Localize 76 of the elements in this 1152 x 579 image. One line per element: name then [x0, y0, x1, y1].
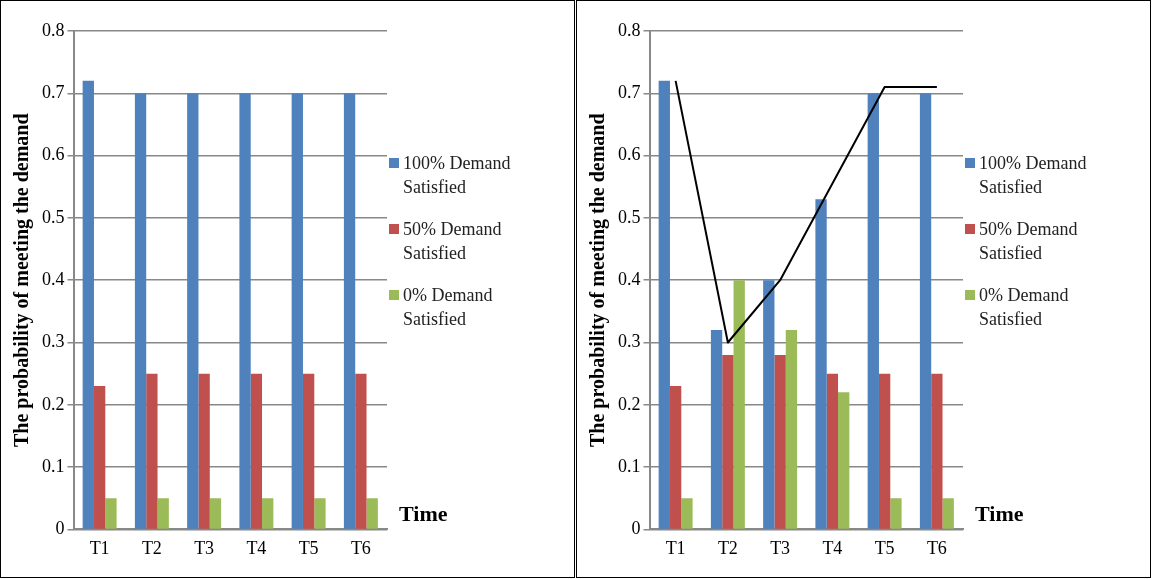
x-tick-label: T2 [141, 537, 162, 558]
x-tick-label: T5 [298, 537, 319, 558]
x-tick-label: T2 [717, 537, 738, 558]
y-tick-label: 0.1 [618, 455, 641, 476]
bar [942, 498, 954, 529]
x-tick-label: T3 [770, 537, 791, 558]
bar [722, 354, 734, 529]
bar [838, 392, 850, 529]
x-tick-label: T3 [194, 537, 215, 558]
legend-label: 100% Demand Satisfied [979, 152, 1088, 199]
bar [826, 373, 839, 529]
bar [355, 373, 367, 529]
y-tick-label: 0.6 [618, 144, 641, 165]
x-tick-label: T6 [350, 537, 371, 558]
bar [785, 330, 798, 529]
bar [93, 386, 106, 529]
bar [343, 93, 356, 529]
bar [134, 93, 147, 529]
bar [890, 498, 902, 529]
bar [366, 498, 378, 529]
y-tick-label: 0.3 [618, 331, 641, 352]
x-tick-label: T5 [874, 537, 895, 558]
bar [919, 93, 932, 529]
y-tick-label: 0.2 [618, 393, 641, 414]
x-tick-label: T1 [89, 537, 110, 558]
y-tick-label: 0.3 [42, 331, 65, 352]
x-tick-label: T4 [246, 537, 267, 558]
bar [82, 80, 94, 529]
bar [187, 93, 199, 529]
x-axis-title: Time [975, 501, 1024, 527]
y-tick-label: 0.7 [618, 82, 641, 103]
bar [774, 354, 786, 529]
y-tick-label: 0.6 [42, 144, 65, 165]
y-tick-label: 0.4 [618, 268, 641, 289]
bar [878, 373, 891, 529]
y-tick-label: 0.7 [42, 82, 65, 103]
bar [209, 498, 222, 529]
y-axis-title: The probability of meeting the demand [10, 113, 34, 447]
y-tick-label: 0.4 [42, 268, 65, 289]
y-axis-title: The probability of meeting the demand [586, 113, 610, 447]
bar [146, 373, 158, 529]
bar [669, 386, 682, 529]
bar [314, 498, 326, 529]
bar [733, 280, 745, 529]
bar [867, 93, 879, 529]
bar [157, 498, 169, 529]
bar [239, 93, 251, 529]
bar [105, 498, 117, 529]
y-tick-label: 0 [631, 518, 641, 539]
x-tick-label: T6 [926, 537, 947, 558]
legend-label: 0% Demand Satisfied [979, 284, 1070, 331]
y-tick-label: 0 [55, 518, 65, 539]
legend-label: 0% Demand Satisfied [403, 284, 494, 331]
legend-label: 100% Demand Satisfied [403, 152, 512, 199]
bar [198, 373, 210, 529]
bar [710, 330, 723, 529]
bar [658, 80, 670, 529]
y-tick-label: 0.8 [618, 19, 641, 40]
bar [931, 373, 943, 529]
y-tick-label: 0.5 [618, 206, 641, 227]
bar [763, 280, 775, 529]
legend-label: 50% Demand Satisfied [403, 218, 503, 265]
y-tick-label: 0.5 [42, 206, 65, 227]
y-tick-label: 0.2 [42, 393, 65, 414]
bar [250, 373, 263, 529]
y-tick-label: 0.1 [42, 455, 65, 476]
x-axis-title: Time [399, 501, 448, 527]
x-tick-label: T1 [665, 537, 686, 558]
y-tick-label: 0.8 [42, 19, 65, 40]
bar [815, 199, 827, 529]
legend-label: 50% Demand Satisfied [979, 218, 1079, 265]
bar [291, 93, 303, 529]
bar [681, 498, 693, 529]
bar [302, 373, 315, 529]
bar [262, 498, 274, 529]
x-tick-label: T4 [822, 537, 843, 558]
